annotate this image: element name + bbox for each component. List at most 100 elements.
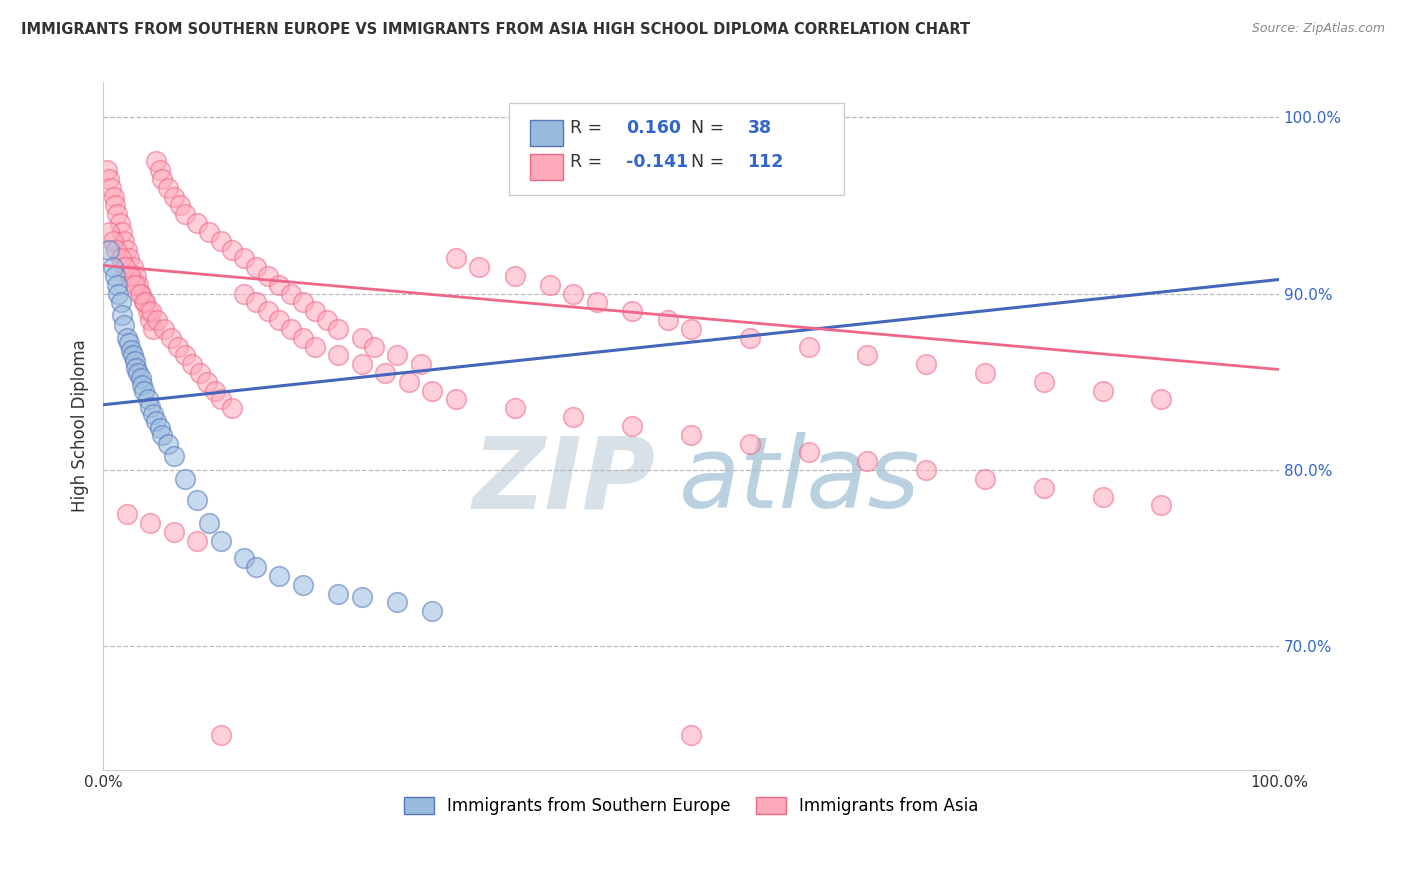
Point — [350, 590, 373, 604]
Point — [363, 340, 385, 354]
Point — [209, 234, 232, 248]
Point — [562, 410, 585, 425]
Point — [1150, 392, 1173, 407]
Point — [150, 172, 173, 186]
Point — [679, 427, 702, 442]
Point — [468, 260, 491, 275]
Point — [292, 578, 315, 592]
Point — [409, 357, 432, 371]
Point — [503, 401, 526, 416]
Point — [134, 295, 156, 310]
Point — [328, 586, 350, 600]
Point — [280, 286, 302, 301]
Point — [269, 313, 291, 327]
Point — [125, 268, 148, 283]
Point — [679, 322, 702, 336]
Point — [209, 392, 232, 407]
Point — [146, 313, 169, 327]
Point — [163, 449, 186, 463]
Point — [101, 234, 124, 248]
Point — [111, 225, 134, 239]
Point — [195, 375, 218, 389]
Point — [315, 313, 337, 327]
Point — [209, 728, 232, 742]
Point — [586, 295, 609, 310]
Point — [127, 366, 149, 380]
Point — [163, 524, 186, 539]
Point — [280, 322, 302, 336]
Point — [169, 198, 191, 212]
Point — [198, 225, 221, 239]
Point — [156, 436, 179, 450]
Text: Source: ZipAtlas.com: Source: ZipAtlas.com — [1251, 22, 1385, 36]
Point — [209, 533, 232, 548]
Bar — [530, 120, 562, 146]
Point — [96, 163, 118, 178]
Text: 38: 38 — [748, 119, 772, 137]
Point — [127, 277, 149, 292]
Point — [292, 295, 315, 310]
Point — [221, 401, 243, 416]
Point — [657, 313, 679, 327]
Point — [422, 604, 444, 618]
Point — [107, 286, 129, 301]
Point — [114, 260, 136, 275]
Point — [233, 286, 256, 301]
Point — [156, 180, 179, 194]
Text: -0.141: -0.141 — [626, 153, 689, 171]
Point — [856, 454, 879, 468]
Point — [186, 493, 208, 508]
Point — [105, 277, 128, 292]
Point — [121, 348, 143, 362]
Point — [974, 472, 997, 486]
Point — [797, 340, 820, 354]
Point — [145, 414, 167, 428]
Point — [139, 313, 162, 327]
Point — [186, 216, 208, 230]
Point — [105, 207, 128, 221]
Point — [186, 533, 208, 548]
Point — [915, 357, 938, 371]
Point — [292, 331, 315, 345]
Point — [98, 172, 121, 186]
Point — [350, 331, 373, 345]
Point — [115, 507, 138, 521]
Point — [148, 163, 170, 178]
Point — [204, 384, 226, 398]
Point — [160, 331, 183, 345]
Point — [98, 243, 121, 257]
Point — [150, 427, 173, 442]
Point — [1091, 384, 1114, 398]
Point — [233, 551, 256, 566]
Point — [145, 154, 167, 169]
Point — [120, 268, 142, 283]
Point — [98, 225, 121, 239]
Point — [256, 268, 278, 283]
Point — [1091, 490, 1114, 504]
Point — [385, 348, 408, 362]
Text: 112: 112 — [748, 153, 783, 171]
Point — [198, 516, 221, 530]
Point — [104, 198, 127, 212]
Point — [115, 243, 138, 257]
Text: ZIP: ZIP — [472, 433, 655, 530]
Point — [136, 304, 159, 318]
Text: R =: R = — [569, 119, 607, 137]
Point — [621, 304, 644, 318]
Point — [105, 243, 128, 257]
Point — [738, 436, 761, 450]
Point — [350, 357, 373, 371]
Point — [134, 384, 156, 398]
Point — [136, 392, 159, 407]
Point — [108, 216, 131, 230]
Bar — [530, 154, 562, 180]
Point — [115, 331, 138, 345]
Point — [101, 260, 124, 275]
Point — [124, 277, 146, 292]
Point — [134, 295, 156, 310]
Point — [856, 348, 879, 362]
Text: 0.160: 0.160 — [626, 119, 682, 137]
Point — [233, 252, 256, 266]
Point — [385, 595, 408, 609]
Point — [104, 268, 127, 283]
